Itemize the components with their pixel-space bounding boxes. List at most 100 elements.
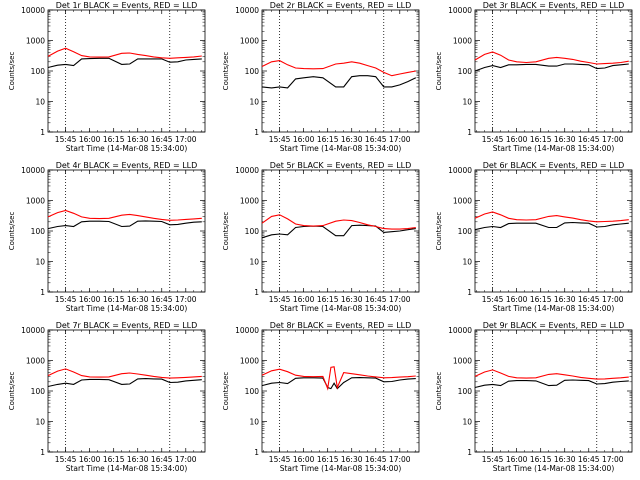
y-axis-label: Counts/sec [8,212,16,251]
x-tick-label: 16:15 [317,455,339,464]
x-tick-label: 15:45 [482,455,504,464]
series-lld-line [261,60,416,77]
series-events-line [261,75,417,89]
x-tick-label: 15:45 [482,135,504,144]
y-tick-label: 1 [254,288,259,297]
y-tick-label: 10 [462,98,472,107]
x-tick-label: 16:30 [554,455,576,464]
y-tick-label: 100 [31,387,46,396]
x-tick-label: 17:00 [175,455,197,464]
x-axis-label: Start Time (14-Mar-08 15:34:00) [280,304,402,313]
y-tick-label: 10 [462,418,472,427]
y-axis-label: Counts/sec [435,372,443,411]
y-tick-label: 10000 [448,6,472,15]
y-tick-label: 10 [462,258,472,267]
y-tick-label: 10000 [235,166,259,175]
x-tick-label: 16:00 [506,135,528,144]
x-tick-label: 16:30 [127,135,149,144]
x-tick-label: 16:15 [530,455,552,464]
x-tick-label: 16:15 [530,135,552,144]
y-tick-label: 100 [31,67,46,76]
plot-frame [261,329,420,453]
x-tick-label: 16:15 [103,295,125,304]
x-tick-label: 16:30 [554,135,576,144]
y-tick-label: 100 [458,227,473,236]
x-axis-label: Start Time (14-Mar-08 15:34:00) [66,304,188,313]
x-tick-label: 16:00 [506,455,528,464]
x-tick-label: 16:30 [341,455,363,464]
y-tick-label: 1 [254,448,259,457]
series-events-line [474,221,629,231]
x-axis-label: Start Time (14-Mar-08 15:34:00) [280,144,402,153]
y-tick-label: 10000 [235,6,259,15]
y-axis-label: Counts/sec [222,52,230,91]
chart-title: Det 1r BLACK = Events, RED = LLD [56,1,198,10]
y-tick-label: 1 [254,128,259,137]
x-tick-label: 16:30 [127,455,149,464]
plot-frame [474,329,633,453]
y-tick-label: 1 [467,288,472,297]
y-tick-label: 100 [245,227,260,236]
plot-frame [47,329,206,453]
y-axis-label: Counts/sec [222,372,230,411]
series-events-line [47,378,202,388]
x-tick-label: 16:00 [79,455,101,464]
y-axis-label: Counts/sec [435,52,443,91]
x-tick-label: 15:45 [269,455,291,464]
y-tick-label: 10 [249,98,259,107]
x-tick-label: 16:15 [530,295,552,304]
chart-title: Det 6r BLACK = Events, RED = LLD [483,161,625,170]
y-tick-label: 1 [40,288,45,297]
x-tick-label: 16:45 [151,455,173,464]
x-tick-label: 16:45 [578,295,600,304]
y-tick-label: 1 [467,128,472,137]
y-tick-label: 1000 [26,357,45,366]
series-lld-line [474,51,629,65]
y-tick-label: 10000 [21,6,45,15]
x-tick-label: 17:00 [175,135,197,144]
series-lld-line [261,214,416,230]
y-tick-label: 1 [467,448,472,457]
y-tick-label: 1000 [453,357,472,366]
x-tick-label: 16:00 [293,295,315,304]
x-tick-label: 16:00 [293,455,315,464]
x-axis-label: Start Time (14-Mar-08 15:34:00) [280,464,402,473]
y-tick-label: 10 [249,258,259,267]
chart-title: Det 3r BLACK = Events, RED = LLD [483,1,625,10]
y-tick-label: 1000 [240,37,259,46]
x-tick-label: 16:30 [554,295,576,304]
y-tick-label: 100 [458,67,473,76]
x-tick-label: 16:15 [317,135,339,144]
y-tick-label: 100 [245,387,260,396]
series-events-line [47,57,202,69]
y-tick-label: 10000 [235,326,259,335]
y-axis-label: Counts/sec [8,372,16,411]
series-lld-line [47,368,202,379]
y-tick-label: 1000 [26,37,45,46]
chart-det-8: Det 8r BLACK = Events, RED = LLD 1 10 100 10… [222,321,420,473]
x-axis-label: Start Time (14-Mar-08 15:34:00) [493,464,615,473]
x-tick-label: 17:00 [175,295,197,304]
x-tick-label: 16:45 [151,295,173,304]
x-tick-label: 16:00 [79,295,101,304]
plot-frame [47,9,206,133]
chart-det-3: Det 3r BLACK = Events, RED = LLD 1 10 100 10… [435,1,633,153]
x-axis-label: Start Time (14-Mar-08 15:34:00) [493,144,615,153]
x-axis-label: Start Time (14-Mar-08 15:34:00) [493,304,615,313]
x-tick-label: 16:45 [151,135,173,144]
x-tick-label: 16:00 [293,135,315,144]
plot-frame [474,9,633,133]
x-tick-label: 16:30 [341,295,363,304]
series-lld-line [474,369,629,380]
x-tick-label: 15:45 [269,135,291,144]
chart-title: Det 4r BLACK = Events, RED = LLD [56,161,198,170]
x-tick-label: 16:45 [365,455,387,464]
x-tick-label: 17:00 [389,135,411,144]
y-axis-label: Counts/sec [8,52,16,91]
x-tick-label: 15:45 [269,295,291,304]
x-tick-label: 16:15 [103,455,125,464]
y-tick-label: 1000 [240,357,259,366]
x-tick-label: 17:00 [602,455,624,464]
chart-det-6: Det 6r BLACK = Events, RED = LLD 1 10 100 10… [435,161,633,313]
x-tick-label: 16:45 [578,455,600,464]
